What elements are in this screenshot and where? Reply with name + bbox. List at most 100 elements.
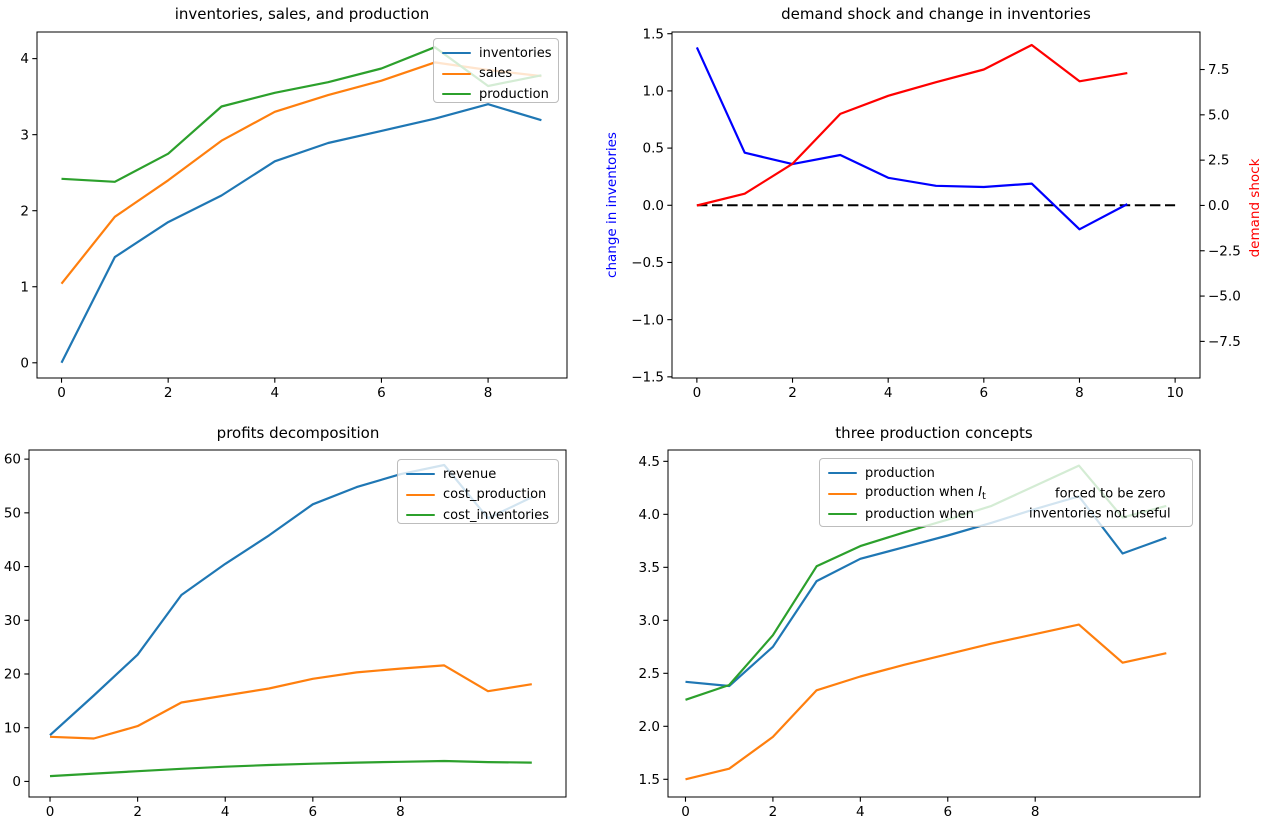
y-tick-label: 1.5 [639, 772, 660, 788]
x-tick-label: 4 [884, 385, 893, 401]
y-right-tick-label: 2.5 [1208, 153, 1229, 169]
legend-label-suffix: forced to be zero [1055, 486, 1166, 502]
chart-title-three-production-concepts: three production concepts [835, 424, 1033, 442]
legend-label: production when [865, 506, 975, 522]
chart-title-profits-decomposition: profits decomposition [216, 424, 380, 442]
y-tick-label: 2 [20, 203, 29, 219]
y-tick-label: 0 [20, 355, 29, 371]
y-right-tick-label: −2.5 [1208, 243, 1241, 259]
y-tick-label: 30 [4, 613, 21, 629]
x-tick-label: 6 [943, 804, 952, 820]
y-right-tick-label: 0.0 [1208, 198, 1229, 214]
y-right-tick-label: 7.5 [1208, 62, 1229, 78]
y-tick-label: −1.5 [631, 369, 664, 385]
y-tick-label: 4 [20, 51, 29, 67]
legend-label: sales [479, 66, 513, 82]
chart-title-inventories-sales-production: inventories, sales, and production [174, 5, 430, 23]
x-tick-label: 4 [221, 804, 230, 820]
y-tick-label: 3.5 [639, 560, 660, 576]
legend-label: cost_inventories [443, 507, 550, 523]
legend-line-sample [828, 492, 857, 495]
x-tick-label: 6 [377, 385, 386, 401]
y-tick-label: 0 [12, 774, 21, 790]
x-tick-label: 8 [484, 385, 493, 401]
series-line-cost-production [49, 664, 532, 740]
y-tick-label: −0.5 [631, 255, 664, 271]
y-right-tick-label: −7.5 [1208, 334, 1241, 350]
y-tick-label: 3.0 [639, 613, 660, 629]
legend-row: cost_production [406, 485, 549, 506]
y-tick-label: 4.5 [639, 454, 660, 470]
y-tick-label: 60 [4, 452, 21, 468]
y-axis-label-change-in-inventories: change in inventories [604, 132, 620, 278]
legend-row: production [442, 84, 549, 105]
legend-row: inventories not useful production when [828, 504, 1183, 525]
legend-row: revenue [406, 464, 549, 485]
x-tick-label: 2 [133, 804, 142, 820]
x-tick-label: 4 [271, 385, 280, 401]
legend-row: cost_inventories [406, 505, 549, 526]
x-tick-label: 8 [396, 804, 405, 820]
legend-line-sample [442, 72, 471, 75]
x-tick-label: 4 [856, 804, 865, 820]
chart-title-demand-shock: demand shock and change in inventories [781, 5, 1091, 23]
y-axis-label-demand-shock: demand shock [1247, 158, 1263, 258]
math-subscript: t [982, 491, 986, 503]
legend-label: cost_production [443, 487, 547, 503]
x-tick-label: 2 [164, 385, 173, 401]
y-tick-label: 3 [20, 127, 29, 143]
y-tick-label: 1.5 [643, 26, 664, 42]
series-line-cost-inventories [49, 759, 532, 778]
x-tick-label: 6 [980, 385, 989, 401]
y-tick-label: 0.5 [643, 141, 664, 157]
legend-three-production-concepts: production forced to be zero production wh… [819, 458, 1193, 527]
x-tick-label: 0 [57, 385, 66, 401]
axes-frame [667, 449, 1201, 798]
y-tick-label: 2.5 [639, 666, 660, 682]
y-tick-label: 2.0 [639, 719, 660, 735]
y-tick-label: −1.0 [631, 312, 664, 328]
x-tick-label: 8 [1075, 385, 1084, 401]
legend-line-sample [406, 473, 435, 476]
legend-line-sample [442, 52, 471, 55]
legend-line-sample [828, 513, 857, 516]
legend-row: production [828, 463, 1183, 484]
x-tick-label: 2 [788, 385, 797, 401]
legend-row: inventories [442, 43, 552, 64]
legend-label: inventories [479, 45, 552, 61]
legend-profits-decomposition: revenue cost_production cost_inventories [397, 459, 559, 524]
legend-line-sample [406, 514, 435, 517]
x-tick-label: 2 [769, 804, 778, 820]
math-variable: I [978, 485, 983, 501]
legend-line-sample [406, 493, 435, 496]
legend-line-sample [442, 93, 471, 96]
legend-row: sales [442, 64, 549, 85]
legend-label: production [865, 465, 935, 481]
legend-line-sample [828, 472, 857, 475]
y-tick-label: 50 [4, 505, 21, 521]
legend-label-suffix: inventories not useful [1029, 506, 1171, 522]
series-line-change-in-inventories [695, 46, 1128, 231]
legend-label: revenue [443, 466, 497, 482]
x-tick-label: 10 [1167, 385, 1184, 401]
x-tick-label: 0 [693, 385, 702, 401]
y-tick-label: 10 [4, 720, 21, 736]
y-tick-label: 20 [4, 667, 21, 683]
legend-label: production when It [865, 485, 986, 503]
y-tick-label: 4.0 [639, 507, 660, 523]
x-tick-label: 0 [46, 804, 55, 820]
y-tick-label: 1 [20, 279, 29, 295]
legend-inventories-sales-production: inventories sales production [433, 38, 559, 103]
series-line-demand-shock [696, 43, 1128, 207]
legend-label: production [479, 86, 549, 102]
y-tick-label: 0.0 [643, 198, 664, 214]
y-right-tick-label: −5.0 [1208, 289, 1241, 305]
axes-frame [36, 31, 568, 379]
series-line-production-when-i-t-forced-to-be-zero [685, 623, 1167, 781]
series-line-inventories [60, 103, 542, 364]
x-tick-label: 8 [1031, 804, 1040, 820]
x-tick-label: 6 [309, 804, 318, 820]
y-right-tick-label: 5.0 [1208, 107, 1229, 123]
